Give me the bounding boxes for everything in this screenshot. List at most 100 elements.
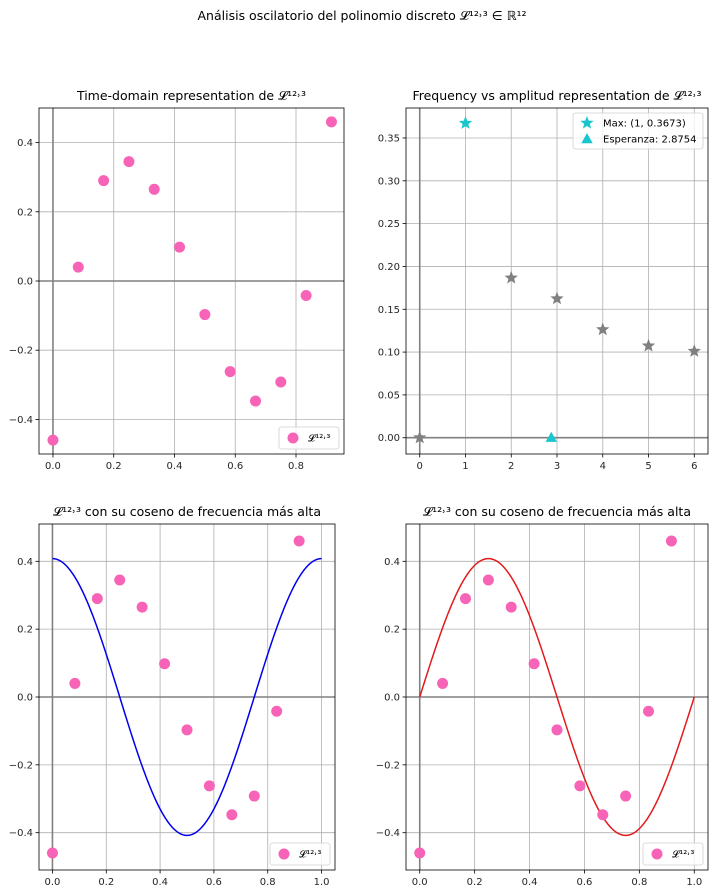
data-point	[574, 780, 586, 792]
data-point	[597, 809, 609, 821]
x-tick-label: 0	[417, 461, 423, 472]
x-tick-label: 0.8	[288, 461, 304, 472]
y-tick-label: 0.4	[17, 138, 33, 149]
x-tick-label: 0.2	[106, 461, 122, 472]
x-tick-label: 0.6	[206, 877, 222, 888]
max-point	[458, 116, 473, 129]
chart-panel-time: Time-domain representation de 𝓛¹²˒³ 0.0 0.…	[9, 88, 345, 472]
legend-box	[642, 842, 704, 866]
y-tick-label: 0.25	[378, 219, 400, 230]
x-tick-label: 0.4	[152, 877, 168, 888]
chart-panel-cos2: 𝓛¹²˒³ con su coseno de frecuencia más al…	[376, 504, 709, 888]
data-point	[250, 395, 262, 407]
data-point	[275, 376, 287, 388]
data-point	[226, 809, 238, 821]
x-tick-label: 0.4	[522, 877, 538, 888]
data-point	[300, 290, 312, 302]
x-tick-label: 0.6	[227, 461, 243, 472]
y-tick-label: 0.15	[378, 305, 400, 316]
legend-box	[572, 112, 704, 150]
y-tick-label: 0.2	[17, 207, 33, 218]
chart-panel-freq: Frequency vs amplitud representation de …	[378, 88, 709, 472]
x-tick-label: 3	[554, 461, 560, 472]
y-tick-label: −0.4	[9, 828, 33, 839]
data-point	[325, 116, 337, 128]
legend-label: 𝓛¹²˒³	[308, 433, 330, 445]
x-tick-label: 0.2	[467, 877, 483, 888]
y-tick-label: 0.0	[384, 693, 400, 704]
chart-title: Time-domain representation de 𝓛¹²˒³	[76, 88, 306, 103]
y-tick-label: 0.30	[378, 176, 400, 187]
x-tick-label: 5	[645, 461, 651, 472]
amplitude-point	[550, 291, 564, 305]
data-point	[665, 535, 677, 547]
legend-label: Max: (1, 0.3673)	[603, 119, 686, 130]
data-point	[271, 705, 283, 717]
y-tick-label: 0.05	[378, 390, 400, 401]
data-point	[203, 780, 215, 792]
x-tick-label: 2	[508, 461, 514, 472]
legend-marker	[651, 848, 663, 860]
data-point	[505, 601, 517, 613]
curve-cos	[52, 557, 322, 837]
data-point	[224, 366, 236, 378]
data-point	[148, 183, 160, 195]
y-tick-label: 0.4	[384, 557, 400, 568]
data-point	[174, 241, 186, 253]
x-tick-label: 0.8	[260, 877, 276, 888]
data-point	[136, 601, 148, 613]
legend-marker	[278, 848, 290, 860]
data-point	[159, 658, 171, 670]
figure-suptitle: Análisis oscilatorio del polinomio discr…	[198, 8, 527, 23]
amplitude-point	[641, 338, 656, 352]
x-tick-label: 0.4	[167, 461, 183, 472]
y-tick-label: −0.2	[9, 760, 33, 771]
chart-title: 𝓛¹²˒³ con su coseno de frecuencia más al…	[53, 504, 321, 519]
y-tick-label: 0.35	[378, 133, 400, 144]
x-tick-label: 1.0	[314, 877, 330, 888]
legend-label: Esperanza: 2.8754	[603, 135, 697, 146]
data-point	[293, 535, 305, 547]
data-point	[46, 847, 58, 859]
data-point	[437, 677, 449, 689]
legend-marker	[581, 133, 593, 144]
x-tick-label: 1	[462, 461, 468, 472]
data-point	[47, 434, 59, 446]
data-point	[414, 847, 426, 859]
y-tick-label: 0.00	[378, 433, 400, 444]
chart-title: 𝓛¹²˒³ con su coseno de frecuencia más al…	[423, 504, 691, 519]
legend-box	[269, 842, 331, 866]
legend-box	[278, 426, 340, 450]
y-tick-label: 0.4	[17, 557, 33, 568]
y-tick-label: −0.4	[9, 415, 33, 426]
data-point	[643, 705, 655, 717]
y-tick-label: 0.20	[378, 262, 400, 273]
data-point	[620, 790, 632, 802]
x-tick-label: 0.0	[45, 877, 61, 888]
chart-title: Frequency vs amplitud representation de …	[412, 88, 701, 103]
data-point	[114, 574, 126, 586]
legend: 𝓛¹²˒³	[269, 842, 331, 866]
data-point	[551, 724, 563, 736]
x-tick-label: 4	[600, 461, 606, 472]
x-tick-label: 1.0	[686, 877, 702, 888]
data-point	[181, 724, 193, 736]
x-tick-label: 0.6	[577, 877, 593, 888]
data-point	[199, 309, 211, 321]
data-point	[72, 261, 84, 273]
y-tick-label: 0.2	[384, 625, 400, 636]
x-tick-label: 6	[691, 461, 697, 472]
legend-label: 𝓛¹²˒³	[299, 849, 321, 861]
data-point	[528, 658, 540, 670]
y-tick-label: −0.2	[376, 760, 400, 771]
x-tick-label: 0.2	[98, 877, 114, 888]
amplitude-point	[413, 430, 427, 444]
legend-marker	[580, 116, 594, 129]
curve-sin	[419, 557, 695, 837]
legend: Max: (1, 0.3673) Esperanza: 2.8754	[572, 112, 704, 150]
x-tick-label: 0.0	[412, 877, 428, 888]
y-tick-label: 0.0	[17, 277, 33, 288]
legend: 𝓛¹²˒³	[642, 842, 704, 866]
amplitude-point	[504, 270, 518, 284]
data-point	[482, 574, 494, 586]
